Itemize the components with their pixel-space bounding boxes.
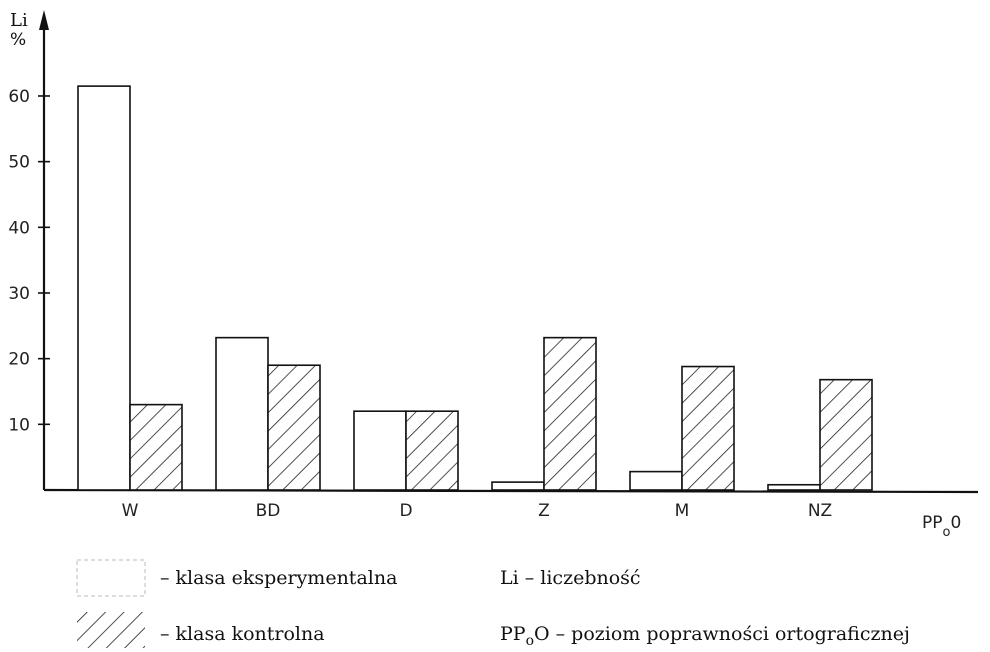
legend-label-experimental: – klasa eksperymentalna	[160, 567, 397, 589]
legend-label-control: – klasa kontrolna	[160, 623, 325, 645]
x-axis-title: PPo0	[922, 513, 961, 540]
legend-swatch-hatched	[77, 612, 145, 648]
bar-control-bd	[267, 364, 321, 491]
y-axis-unit: %	[10, 30, 26, 50]
y-ticks: 10 20 30 40 50 60	[8, 87, 50, 435]
y-tick-label: 30	[8, 284, 30, 304]
legend-swatch-plain	[76, 559, 146, 597]
category-label-w: W	[122, 501, 139, 521]
legend-item-experimental: – klasa eksperymentalna	[76, 559, 397, 597]
bar-experimental-nz	[767, 483, 821, 491]
bar-experimental-w	[77, 85, 131, 491]
bar-experimental-m	[629, 470, 683, 491]
y-axis-title: Li	[10, 10, 28, 31]
category-labels: W BD D Z M NZ	[122, 501, 833, 521]
category-label-d: D	[399, 501, 412, 521]
x-axis	[43, 488, 979, 494]
legend-abbr-li: Li – liczebność	[500, 567, 641, 589]
bar-control-nz	[819, 378, 873, 491]
y-tick-label: 10	[8, 415, 30, 435]
category-label-z: Z	[538, 501, 550, 521]
legend-item-control: – klasa kontrolna	[77, 612, 325, 648]
legend: – klasa eksperymentalna – klasa kontroln…	[76, 559, 910, 649]
category-label-m: M	[675, 501, 690, 521]
bar-control-w	[129, 403, 183, 491]
y-tick-label: 40	[8, 218, 30, 238]
legend-abbr-ppo: PPoO – poziom poprawności ortograficznej	[500, 623, 910, 649]
bar-control-z	[543, 336, 597, 491]
bar-experimental-bd	[215, 336, 269, 491]
category-label-bd: BD	[256, 501, 281, 521]
bar-experimental-z	[491, 481, 545, 491]
bar-experimental-d	[353, 410, 407, 491]
bars	[77, 85, 873, 491]
y-tick-label: 50	[8, 153, 30, 173]
y-tick-label: 60	[8, 87, 30, 107]
y-axis-arrow	[39, 10, 49, 30]
bar-control-d	[405, 410, 459, 491]
bar-control-m	[681, 365, 735, 491]
category-label-nz: NZ	[808, 501, 832, 521]
y-tick-label: 20	[8, 350, 30, 370]
